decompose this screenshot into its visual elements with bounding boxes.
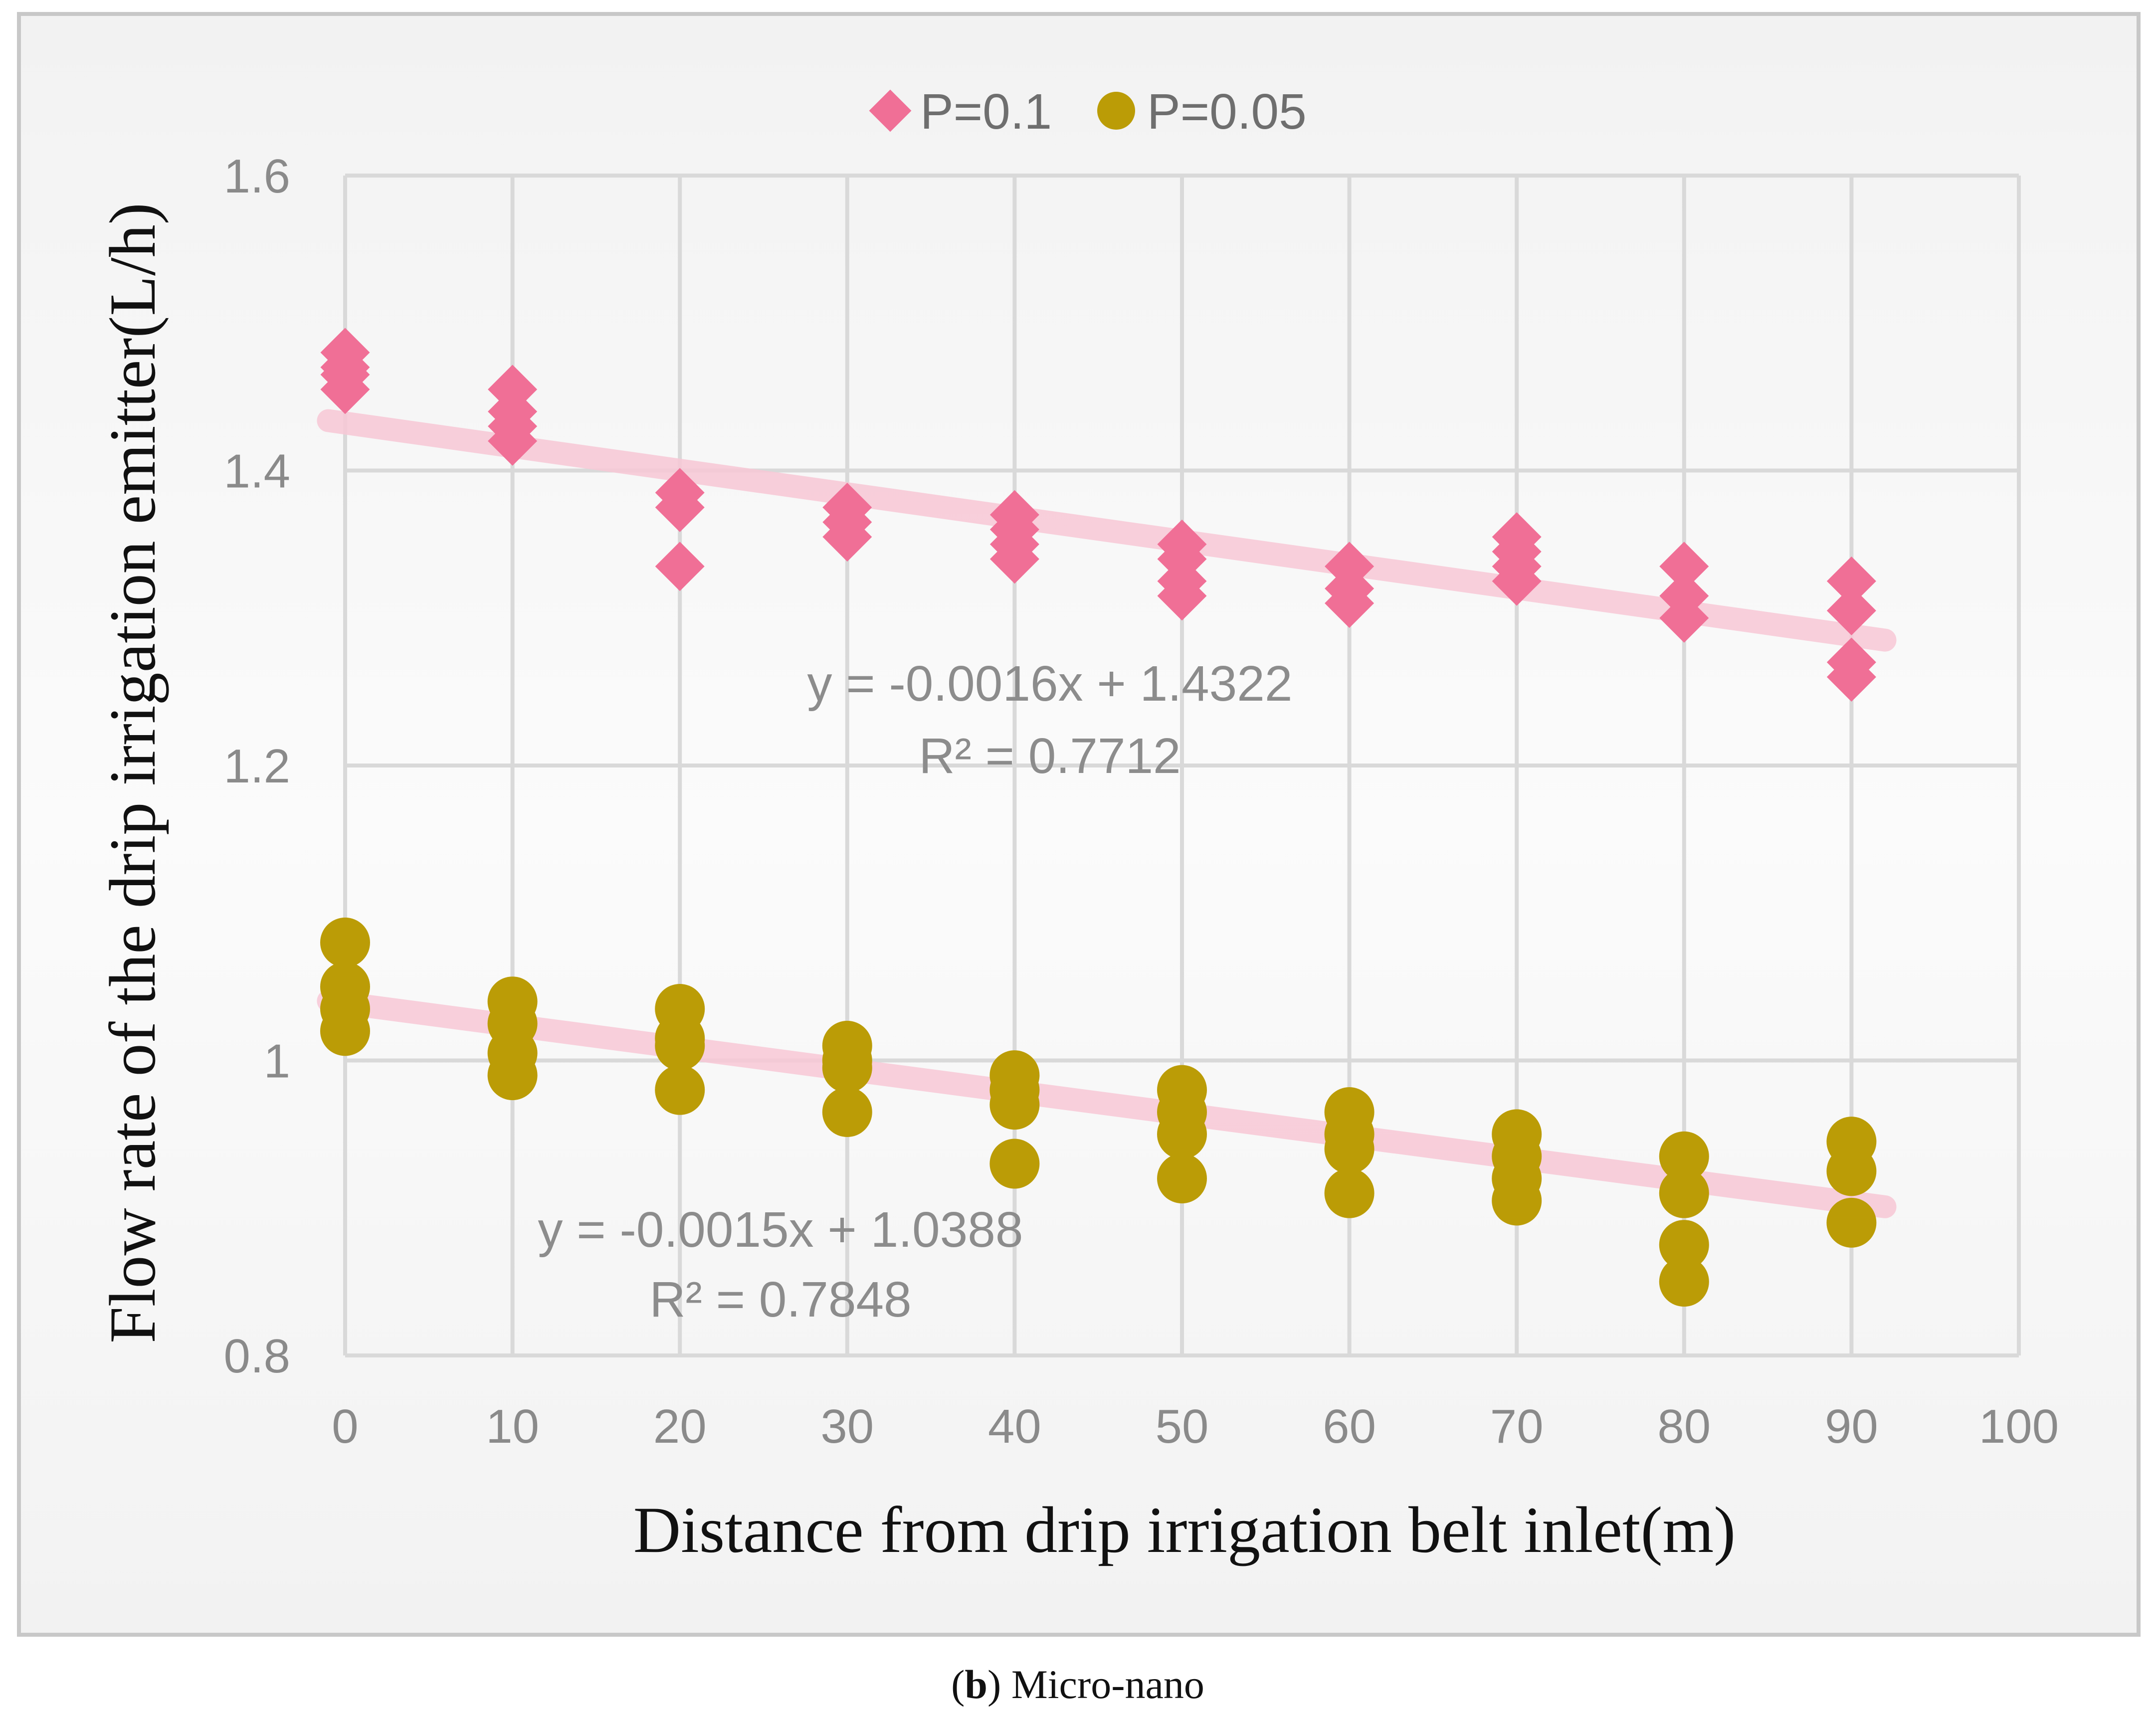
circle-point-p005 xyxy=(822,1043,872,1093)
trendline-series-1 xyxy=(317,989,1897,1218)
y-tick-label: 0.8 xyxy=(224,1330,290,1383)
x-tick-label: 70 xyxy=(1490,1400,1544,1453)
legend-label-p01: P=0.1 xyxy=(920,84,1052,140)
circle-point-p005 xyxy=(822,1087,872,1138)
y-tick-label: 1.6 xyxy=(224,150,290,203)
chart-panel xyxy=(17,12,2141,1637)
circle-point-p005 xyxy=(1826,1197,1877,1248)
circle-point-p005 xyxy=(320,1006,370,1056)
figure-caption: (b) Micro-nano xyxy=(951,1662,1204,1707)
circle-point-p005 xyxy=(1157,1109,1207,1159)
x-tick-label: 20 xyxy=(653,1400,707,1453)
x-tick-label: 100 xyxy=(1979,1400,2059,1453)
x-tick-label: 50 xyxy=(1156,1400,1209,1453)
y-axis-title: Flow rate of the drip irrigation emitter… xyxy=(96,202,169,1343)
caption-text: Micro-nano xyxy=(1011,1662,1204,1707)
circle-point-p005 xyxy=(1324,1124,1374,1174)
trendline-equation-p005: y = -0.0015x + 1.0388 xyxy=(538,1202,1023,1258)
circle-point-p005 xyxy=(1157,1153,1207,1204)
diamond-point-p01 xyxy=(320,365,370,414)
circle-point-p005 xyxy=(1659,1257,1709,1307)
x-tick-label: 80 xyxy=(1657,1400,1711,1453)
x-tick-label: 40 xyxy=(988,1400,1041,1453)
circle-point-p005 xyxy=(1659,1131,1709,1181)
circle-point-p005 xyxy=(655,1065,705,1115)
circle-point-p005 xyxy=(655,1020,705,1071)
circle-point-p005 xyxy=(320,917,370,967)
legend-marker-p005 xyxy=(1097,92,1135,130)
y-tick-label: 1.2 xyxy=(224,740,290,793)
tick-labels: 0 10 20 30 40 50 60 70 80 90 100 0.8 1 1.2 1.4 1.6 xyxy=(224,150,2059,1453)
x-axis-title: Distance from drip irrigation belt inlet… xyxy=(633,1493,1736,1566)
x-tick-label: 30 xyxy=(820,1400,874,1453)
circle-point-p005 xyxy=(1659,1220,1709,1270)
legend: P=0.1 P=0.05 xyxy=(869,84,1307,140)
x-tick-label: 60 xyxy=(1323,1400,1376,1453)
caption-letter: b xyxy=(965,1662,987,1707)
circle-point-p005 xyxy=(1492,1175,1542,1226)
x-tick-label: 90 xyxy=(1825,1400,1878,1453)
circle-point-p005 xyxy=(989,1080,1040,1130)
circle-point-p005 xyxy=(1659,1168,1709,1218)
x-tick-label: 10 xyxy=(486,1400,539,1453)
trendlines xyxy=(317,409,1897,1218)
circle-point-p005 xyxy=(989,1139,1040,1189)
circle-point-p005 xyxy=(1826,1146,1877,1196)
y-tick-label: 1.4 xyxy=(224,445,290,498)
y-tick-label: 1 xyxy=(264,1035,290,1088)
circle-point-p005 xyxy=(1324,1168,1374,1218)
trendline-r2-p01: R² = 0.7712 xyxy=(919,728,1180,784)
trendline-series-0 xyxy=(317,409,1897,652)
circle-point-p005 xyxy=(487,1050,538,1101)
trendline-equation-p01: y = -0.0016x + 1.4322 xyxy=(807,656,1293,712)
x-tick-label: 0 xyxy=(332,1400,358,1453)
gridlines xyxy=(343,174,2021,1357)
legend-label-p005: P=0.05 xyxy=(1147,84,1307,140)
trendline-r2-p005: R² = 0.7848 xyxy=(649,1272,911,1328)
